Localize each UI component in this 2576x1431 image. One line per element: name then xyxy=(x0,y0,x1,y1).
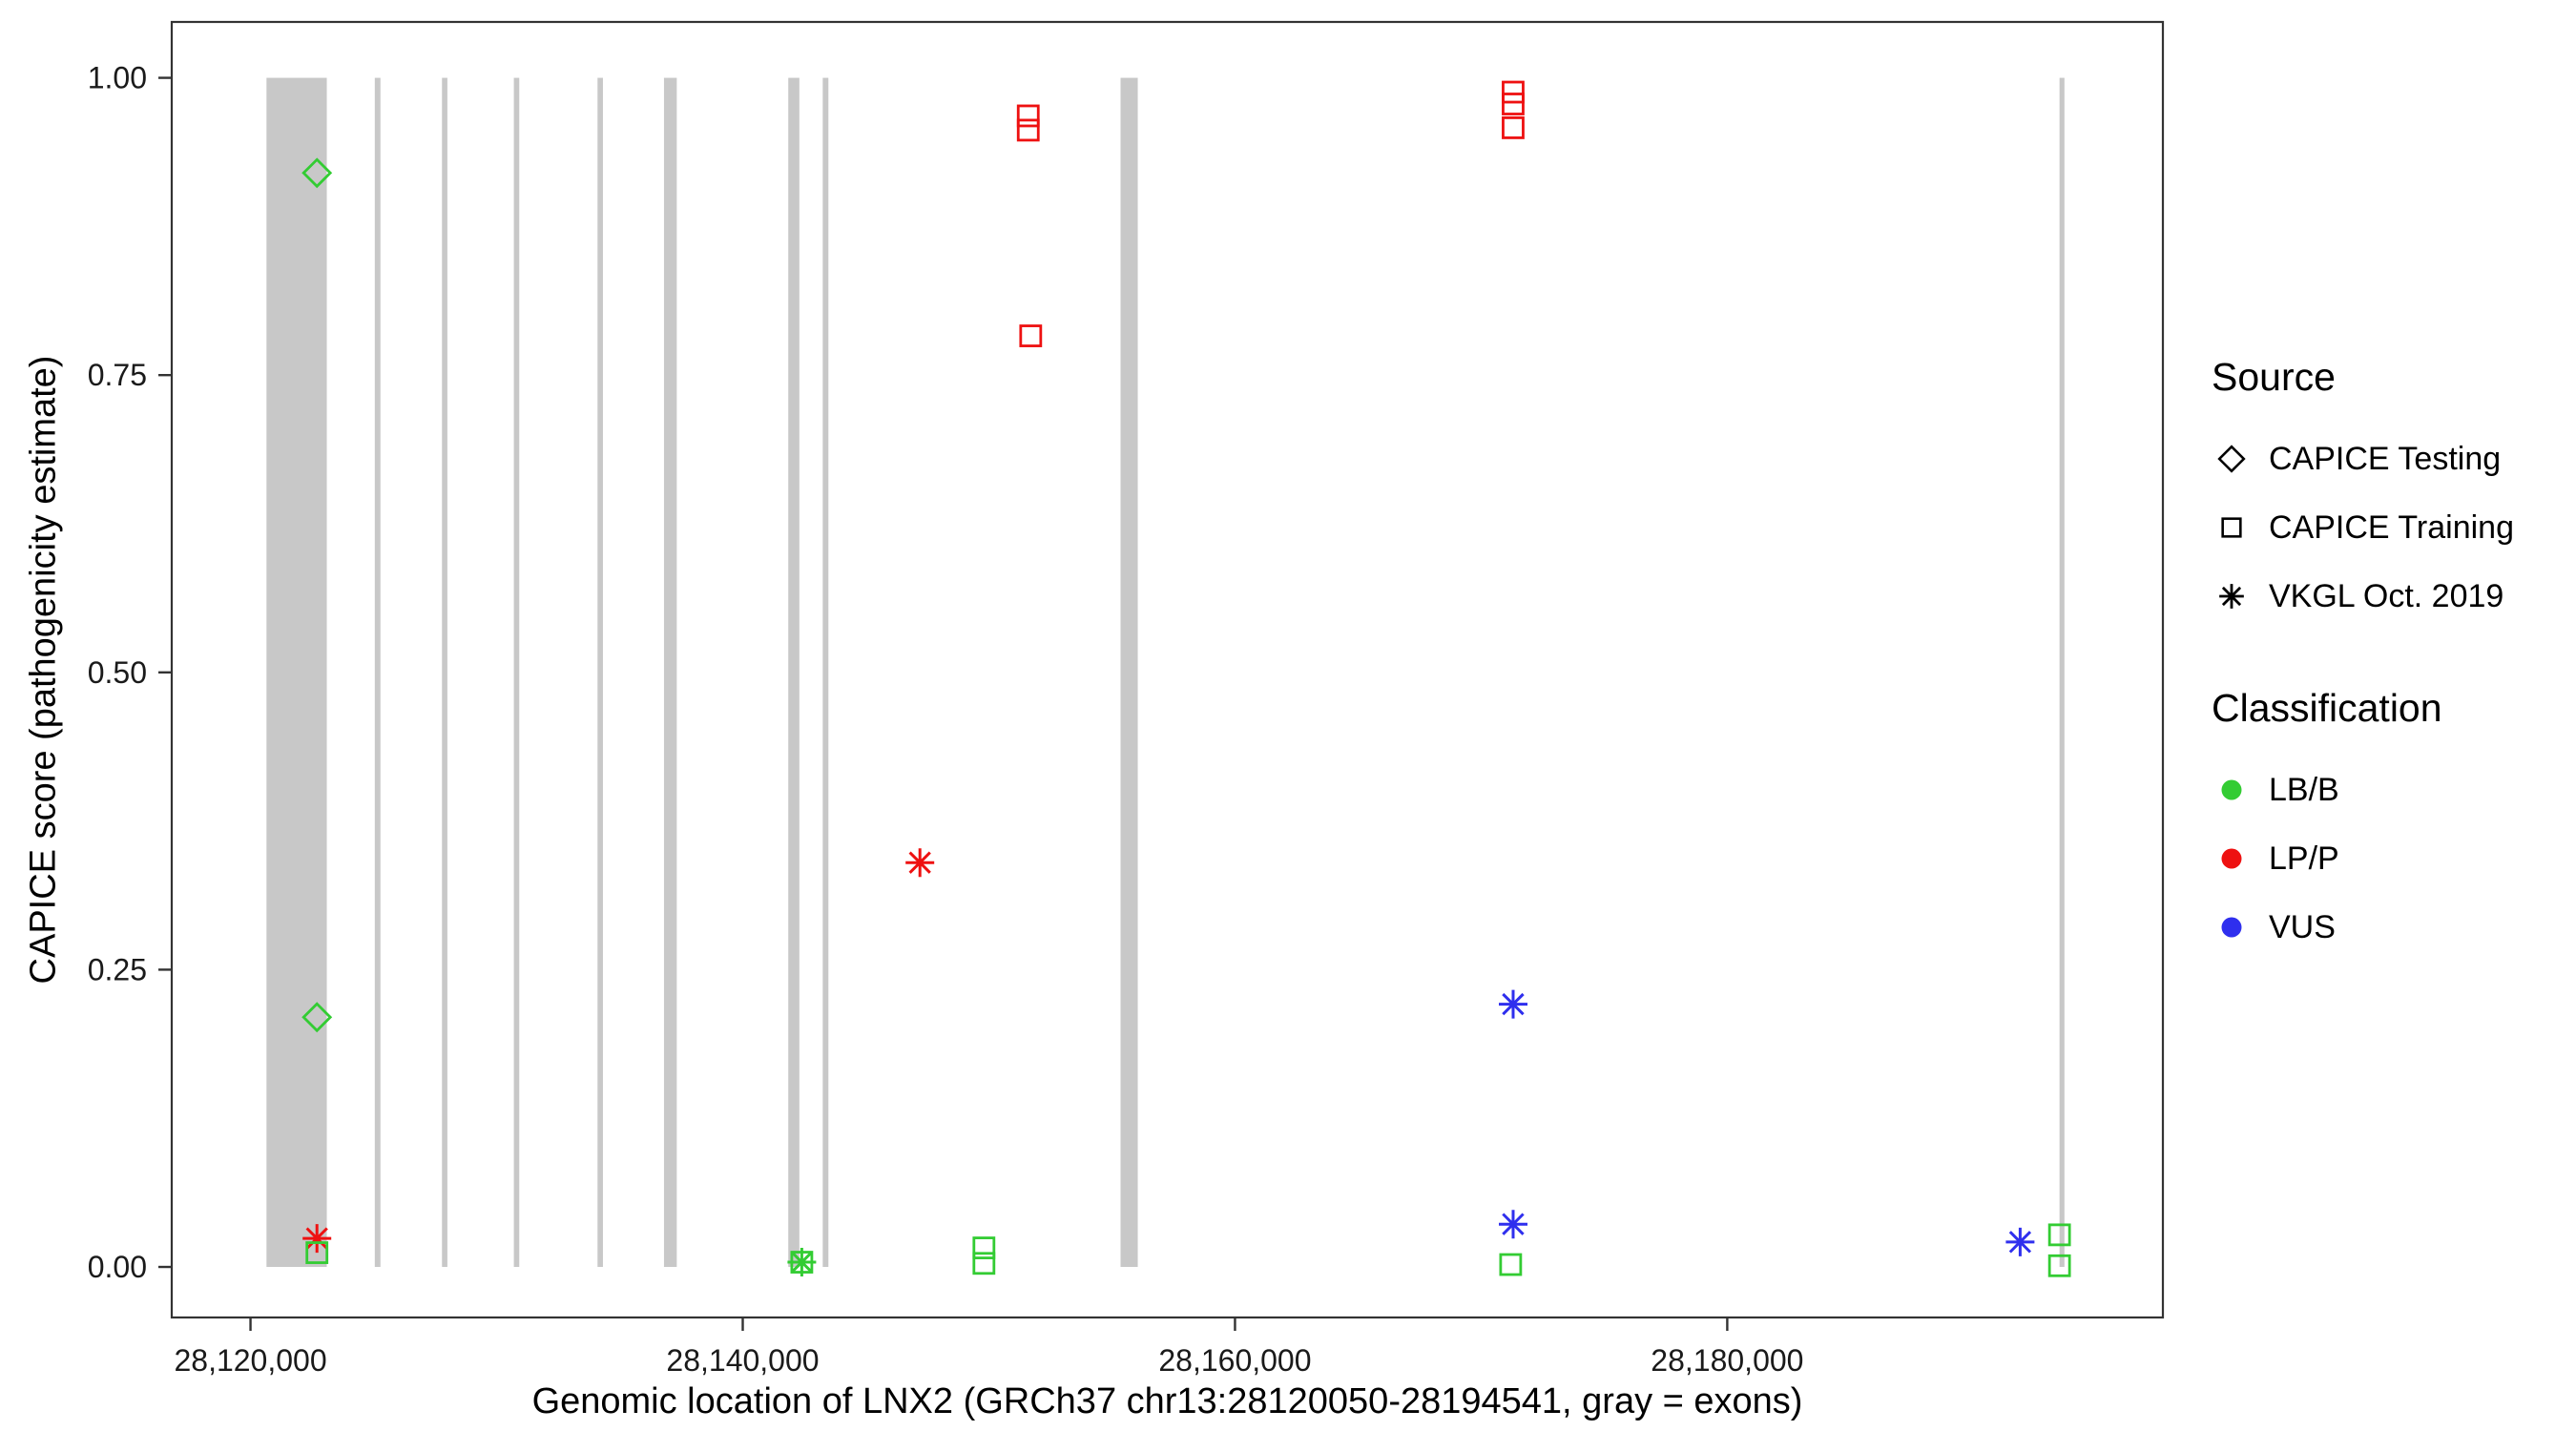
panel-border xyxy=(170,20,2165,1319)
y-tick-label: 0.00 xyxy=(88,1250,147,1284)
legend-spacer xyxy=(2212,631,2566,686)
legend-item-label: CAPICE Training xyxy=(2269,508,2514,546)
legend-item-label: VKGL Oct. 2019 xyxy=(2269,577,2504,614)
diamond-icon xyxy=(2217,445,2246,473)
data-point-asterisk xyxy=(905,848,935,878)
y-tick-label: 0.25 xyxy=(88,952,147,986)
exon-bar xyxy=(442,77,447,1268)
data-point-square xyxy=(1502,80,1525,104)
data-point-square xyxy=(1499,1253,1523,1276)
legend-item-capice-testing: CAPICE Testing xyxy=(2212,425,2566,493)
exon-bar xyxy=(663,77,677,1268)
data-point-square xyxy=(1016,118,1040,142)
exon-bar xyxy=(788,77,800,1268)
exon-bar xyxy=(513,77,520,1268)
data-point-diamond xyxy=(301,157,333,189)
data-point-square xyxy=(972,1252,996,1275)
y-axis-title: CAPICE score (pathogenicity estimate) xyxy=(23,355,64,985)
legend-item-capice-training: CAPICE Training xyxy=(2212,493,2566,562)
exon-bar xyxy=(374,77,381,1268)
data-point-diamond xyxy=(301,1002,333,1033)
green-dot-icon xyxy=(2221,779,2242,800)
x-tick-label: 28,160,000 xyxy=(1158,1343,1311,1378)
data-point-asterisk xyxy=(2005,1227,2035,1256)
legend-item-vkgl: VKGL Oct. 2019 xyxy=(2212,562,2566,631)
legend-item-label: LB/B xyxy=(2269,771,2339,808)
y-tick-label: 0.75 xyxy=(88,358,147,392)
exon-bar xyxy=(2059,77,2065,1268)
x-axis-title: Genomic location of LNX2 (GRCh37 chr13:2… xyxy=(531,1381,1803,1421)
legend-item-label: VUS xyxy=(2269,908,2336,945)
exon-bar xyxy=(1120,77,1138,1268)
blue-dot-icon xyxy=(2221,917,2242,938)
data-point-square xyxy=(972,1236,996,1259)
data-point-asterisk xyxy=(1498,989,1528,1019)
data-point-square xyxy=(1502,116,1525,139)
data-point-square xyxy=(1016,104,1040,128)
x-tick-label: 28,120,000 xyxy=(174,1343,326,1378)
legend-source-title: Source xyxy=(2212,355,2336,399)
square-icon xyxy=(2221,517,2242,538)
legend-item-lbb: LB/B xyxy=(2212,756,2566,824)
data-point-square xyxy=(1019,324,1043,347)
legend: Source CAPICE Testing CAPICE Training VK… xyxy=(2212,355,2566,962)
y-tick-label: 0.50 xyxy=(88,655,147,690)
legend-item-label: LP/P xyxy=(2269,840,2339,877)
x-tick-label: 28,140,000 xyxy=(666,1343,819,1378)
legend-item-vus: VUS xyxy=(2212,893,2566,962)
asterisk-icon xyxy=(2219,584,2244,609)
red-dot-icon xyxy=(2221,848,2242,869)
x-tick-label: 28,180,000 xyxy=(1651,1343,1803,1378)
legend-classification-title: Classification xyxy=(2212,686,2442,730)
y-tick-label: 1.00 xyxy=(88,61,147,95)
exon-bar xyxy=(266,77,327,1268)
exon-bar xyxy=(822,77,829,1268)
data-point-asterisk xyxy=(787,1247,817,1277)
data-point-square xyxy=(2047,1223,2071,1247)
data-point-square xyxy=(305,1241,329,1264)
data-point-asterisk xyxy=(1498,1210,1528,1239)
legend-item-label: CAPICE Testing xyxy=(2269,440,2502,477)
data-point-square xyxy=(2047,1254,2071,1277)
legend-item-lpp: LP/P xyxy=(2212,824,2566,893)
exon-bar xyxy=(597,77,603,1268)
data-point-square xyxy=(1502,93,1525,115)
